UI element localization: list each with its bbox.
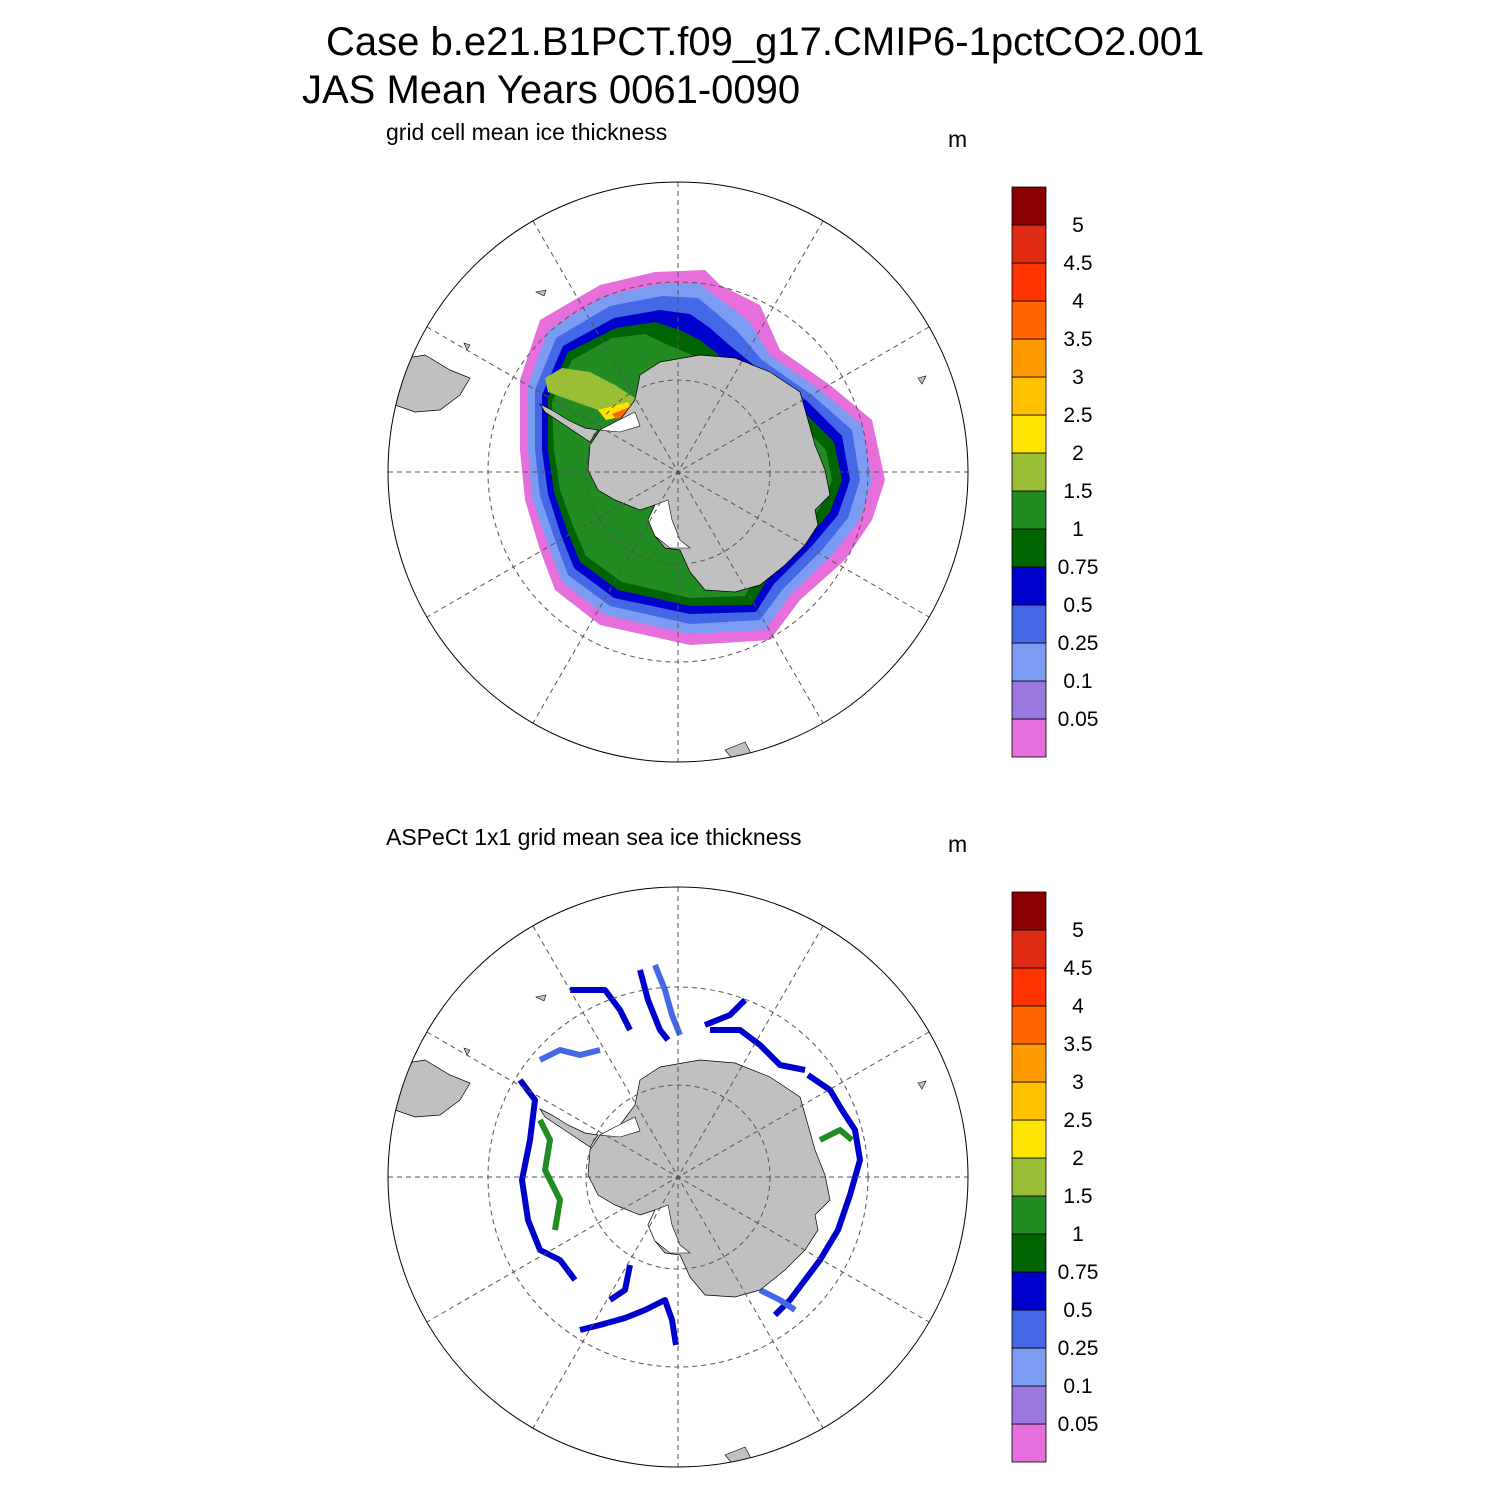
- colorbar-swatch: [1011, 1043, 1047, 1083]
- colorbar-tick-label: 4.5: [1063, 957, 1092, 980]
- colorbar-swatch: [1011, 452, 1047, 492]
- colorbar-tick-label: 0.1: [1063, 670, 1092, 693]
- island: [463, 342, 471, 351]
- colorbar-tick-label: 4: [1072, 995, 1084, 1018]
- antarctica-land: [587, 354, 831, 593]
- colorbar-tick-label: 1: [1072, 518, 1084, 541]
- panel2-subtitle: ASPeCt 1x1 grid mean sea ice thickness: [386, 824, 802, 850]
- panel2-units: m: [948, 831, 968, 857]
- panel1-units: m: [948, 126, 968, 152]
- colorbar-swatch: [1011, 1271, 1047, 1311]
- colorbar-swatch: [1011, 338, 1047, 378]
- antarctica-land: [587, 1059, 831, 1298]
- colorbar-tick-label: 0.05: [1058, 1413, 1099, 1436]
- colorbar-swatch: [1011, 967, 1047, 1007]
- figure-title-line2: JAS Mean Years 0061-0090: [302, 68, 801, 112]
- colorbar-swatch: [1011, 1423, 1047, 1463]
- map-boundary: [387, 181, 969, 763]
- colorbar-panel1: 0.05 0.1 0.25 0.5 0.75 1 1.5 2 2.5 3 3.5 4 4.5 5: [1011, 186, 1099, 758]
- colorbar-tick-label: 5: [1072, 919, 1084, 942]
- colorbar-tick-label: 0.75: [1058, 556, 1099, 579]
- colorbar-swatch: [1011, 186, 1047, 226]
- colorbar-swatch: [1011, 414, 1047, 454]
- antarctic-peninsula: [539, 403, 599, 443]
- colorbar-tick-label: 2.5: [1063, 404, 1092, 427]
- colorbar-swatch: [1011, 680, 1047, 720]
- colorbar-swatch: [1011, 718, 1047, 758]
- colorbar-swatch: [1011, 1309, 1047, 1349]
- figure-title-line1: Case b.e21.B1PCT.f09_g17.CMIP6-1pctCO2.0…: [326, 20, 1205, 64]
- colorbar-swatch: [1011, 1347, 1047, 1387]
- map-panel-aspect: [387, 886, 969, 1468]
- island: [463, 1047, 471, 1056]
- island: [917, 375, 927, 385]
- colorbar-tick-label: 2.5: [1063, 1109, 1092, 1132]
- colorbar-swatch: [1011, 224, 1047, 264]
- colorbar-tick-label: 5: [1072, 214, 1084, 237]
- colorbar-tick-label: 0.25: [1058, 632, 1099, 655]
- island: [917, 1080, 927, 1090]
- colorbar-swatch: [1011, 1157, 1047, 1197]
- colorbar-tick-label: 0.5: [1063, 1299, 1092, 1322]
- colorbar-swatch: [1011, 490, 1047, 530]
- south-america-land: [394, 1059, 471, 1118]
- ice-shelf: [647, 1204, 691, 1254]
- colorbar-swatch: [1011, 1119, 1047, 1159]
- ice-band-2: [545, 368, 635, 412]
- colorbar-tick-label: 4: [1072, 290, 1084, 313]
- colorbar-swatch: [1011, 891, 1047, 931]
- colorbar-tick-label: 1.5: [1063, 480, 1092, 503]
- south-america-land: [394, 354, 471, 413]
- colorbar-swatch: [1011, 300, 1047, 340]
- ice-shelf: [598, 1116, 641, 1138]
- colorbar-tick-label: 3.5: [1063, 1033, 1092, 1056]
- colorbar-tick-label: 0.5: [1063, 594, 1092, 617]
- colorbar-swatch: [1011, 1195, 1047, 1235]
- colorbar-tick-label: 3: [1072, 1071, 1084, 1094]
- ship-tracks: [517, 963, 863, 1346]
- island: [535, 994, 547, 1002]
- colorbar-swatch: [1011, 1385, 1047, 1425]
- colorbar-tick-label: 1.5: [1063, 1185, 1092, 1208]
- colorbar-tick-label: 1: [1072, 1223, 1084, 1246]
- panel1-subtitle: grid cell mean ice thickness: [386, 119, 668, 145]
- colorbar-tick-label: 2: [1072, 1147, 1084, 1170]
- colorbar-swatch: [1011, 604, 1047, 644]
- island: [535, 289, 547, 297]
- graticule: [388, 887, 968, 1467]
- colorbar-swatch: [1011, 929, 1047, 969]
- colorbar-swatch: [1011, 262, 1047, 302]
- colorbar-swatch: [1011, 528, 1047, 568]
- colorbar-tick-label: 3.5: [1063, 328, 1092, 351]
- colorbar-tick-label: 0.25: [1058, 1337, 1099, 1360]
- ice-shelf: [647, 499, 691, 549]
- map-panel-model: [387, 181, 969, 763]
- map-boundary: [387, 886, 969, 1468]
- colorbar-tick-label: 2: [1072, 442, 1084, 465]
- colorbar-tick-label: 0.1: [1063, 1375, 1092, 1398]
- colorbar-tick-label: 0.75: [1058, 1261, 1099, 1284]
- colorbar-tick-label: 3: [1072, 366, 1084, 389]
- graticule: [388, 182, 968, 762]
- colorbar-swatch: [1011, 1081, 1047, 1121]
- colorbar-panel2: 0.05 0.1 0.25 0.5 0.75 1 1.5 2 2.5 3 3.5 4 4.5 5: [1011, 891, 1099, 1463]
- colorbar-swatch: [1011, 1233, 1047, 1273]
- colorbar-tick-label: 4.5: [1063, 252, 1092, 275]
- colorbar-swatch: [1011, 566, 1047, 606]
- colorbar-swatch: [1011, 642, 1047, 682]
- antarctic-peninsula: [539, 1108, 599, 1148]
- colorbar-swatch: [1011, 376, 1047, 416]
- colorbar-tick-label: 0.05: [1058, 708, 1099, 731]
- ice-shelf: [598, 411, 641, 433]
- colorbar-swatch: [1011, 1005, 1047, 1045]
